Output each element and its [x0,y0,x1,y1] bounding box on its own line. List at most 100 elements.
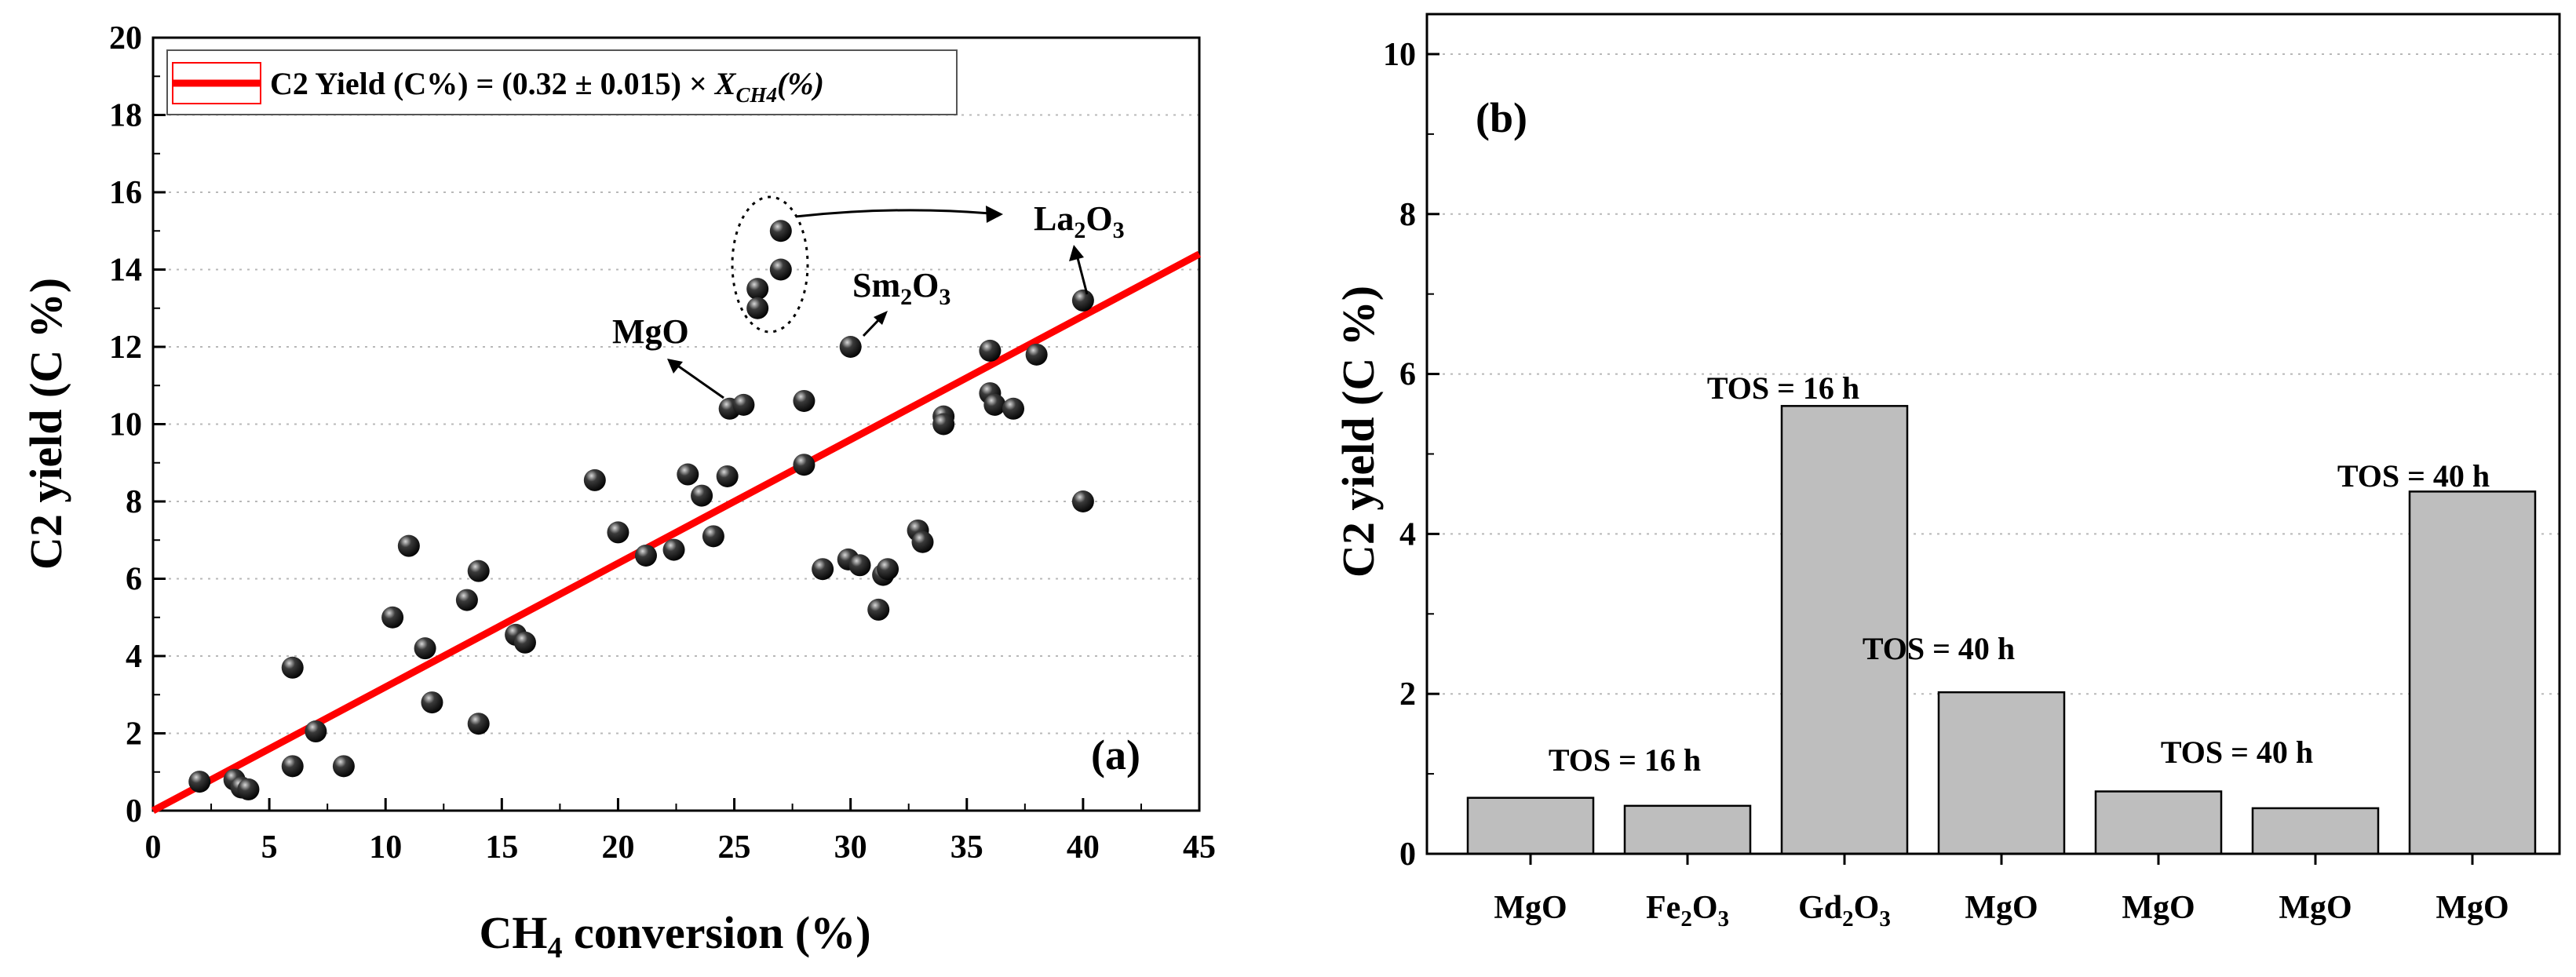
x-tick-label-b: Gd2O3 [1798,890,1891,931]
la2o3-cluster-ellipse [731,195,809,334]
data-point [1071,289,1094,312]
data-point [188,771,211,793]
annotation-tos-bar4: TOS = 40 h [1863,631,2015,666]
annotation-arrowheads [667,206,1084,374]
y-tick-label-b: 4 [1399,516,1416,552]
y-tick-label-b: 8 [1399,197,1416,233]
x-tick-label-a: 25 [718,829,751,866]
data-point [237,778,260,800]
data-point [746,278,769,301]
x-tick-label-a: 0 [145,829,162,866]
y-axis-title-a: C2 yield (C %) [20,278,71,570]
legend-box [166,49,958,115]
la2o3-arrow [795,209,991,218]
data-point [793,454,815,476]
x-tick-label-a: 35 [950,829,983,866]
data-point [793,389,815,412]
x-tick-label-b: MgO [2279,890,2352,926]
data-point [932,413,955,436]
data-point [305,720,327,743]
x-tick-label-b: MgO [1494,890,1567,926]
y-tick-label-a: 0 [126,793,142,829]
annotation-tos-bar5-6: TOS = 40 h [2161,735,2313,770]
annotation-mgo: MgO [612,312,689,351]
bar [1937,691,2066,855]
x-axis-title-a: CH4 conversion (%) [479,907,870,964]
x-tick-label-b: MgO [2122,890,2195,926]
sm2o3-arrowhead [874,311,888,325]
y-tick-label-a: 6 [126,562,142,598]
data-point [911,530,934,553]
bar [1780,405,1909,855]
bar [2251,807,2380,855]
y-tick-label-b: 10 [1383,37,1416,73]
data-point [732,393,755,416]
y-tick-label-a: 4 [126,639,142,675]
data-point [1002,397,1025,420]
data-point [397,534,420,557]
x-tick-label-b: Fe2O3 [1646,890,1729,931]
data-point [769,220,792,242]
data-point [414,637,436,660]
y-tick-label-a: 8 [126,484,142,520]
data-point [281,656,304,679]
x-tick-label-b: MgO [2436,890,2508,926]
annotation-tos-bar1: TOS = 16 h [1549,742,1701,778]
plot-frame-b [1425,13,2561,855]
data-point [769,258,792,281]
x-tick-label-a: 10 [369,829,402,866]
x-tick-label-a: 20 [601,829,634,866]
data-point [691,484,713,507]
legend-label: C2 Yield (C%) = (0.32 ± 0.015) × XCH4(%) [270,66,824,107]
data-point [634,544,657,567]
data-point [381,606,404,629]
data-point [583,468,606,491]
y-tick-label-a: 16 [109,175,142,211]
x-tick-label-b: MgO [1965,890,2038,926]
la2o3-point-arrow [1075,254,1089,295]
x-tick-label-a: 45 [1183,829,1216,866]
annotation-tos-bar3: TOS = 16 h [1707,370,1859,406]
mgo-arrow [676,363,724,399]
y-tick-label-b: 2 [1399,676,1416,713]
data-point [839,336,862,358]
data-point [867,598,890,621]
x-tick-label-a: 40 [1067,829,1100,866]
data-point [702,525,724,548]
data-point [467,713,490,735]
data-point [979,339,1002,362]
fit-line [151,250,1202,814]
plot-frame-a [151,36,1201,812]
data-point [1071,490,1094,512]
bar-panel-b: 0 2 4 6 8 10 MgO Fe2O3 Gd2O3 MgO MgO MgO MgO TOS = … [1333,13,2561,931]
data-point [662,538,685,561]
legend: C2 Yield (C%) = (0.32 ± 0.015) × XCH4(%) [166,49,958,115]
x-tick-label-a: 15 [485,829,518,866]
data-point [983,393,1006,416]
data-point [1025,343,1048,366]
la2o3-arrowhead [986,206,1003,223]
la2o3-point-arrowhead [1069,245,1084,261]
y-tick-label-a: 12 [109,330,142,366]
mgo-arrowhead [667,359,683,374]
data-point [332,755,355,778]
y-tick-label-b: 0 [1399,837,1416,873]
data-point [281,755,304,778]
y-tick-label-b: 6 [1399,357,1416,393]
data-point [467,560,490,582]
bar [1623,804,1752,855]
bar [1466,797,1595,855]
bar [2408,490,2537,855]
data-point [812,558,834,581]
x-tick-label-a: 5 [261,829,278,866]
annotation-la2o3: La2O3 [1034,199,1125,243]
y-axis-title-b: C2 yield (C %) [1333,286,1384,578]
y-tick-label-a: 2 [126,716,142,753]
annotation-tos-bar7: TOS = 40 h [2337,458,2490,494]
panel-label-a: (a) [1091,731,1140,778]
y-tick-label-a: 20 [109,20,142,57]
panel-label-b: (b) [1476,94,1527,141]
y-tick-label-a: 14 [109,253,142,289]
